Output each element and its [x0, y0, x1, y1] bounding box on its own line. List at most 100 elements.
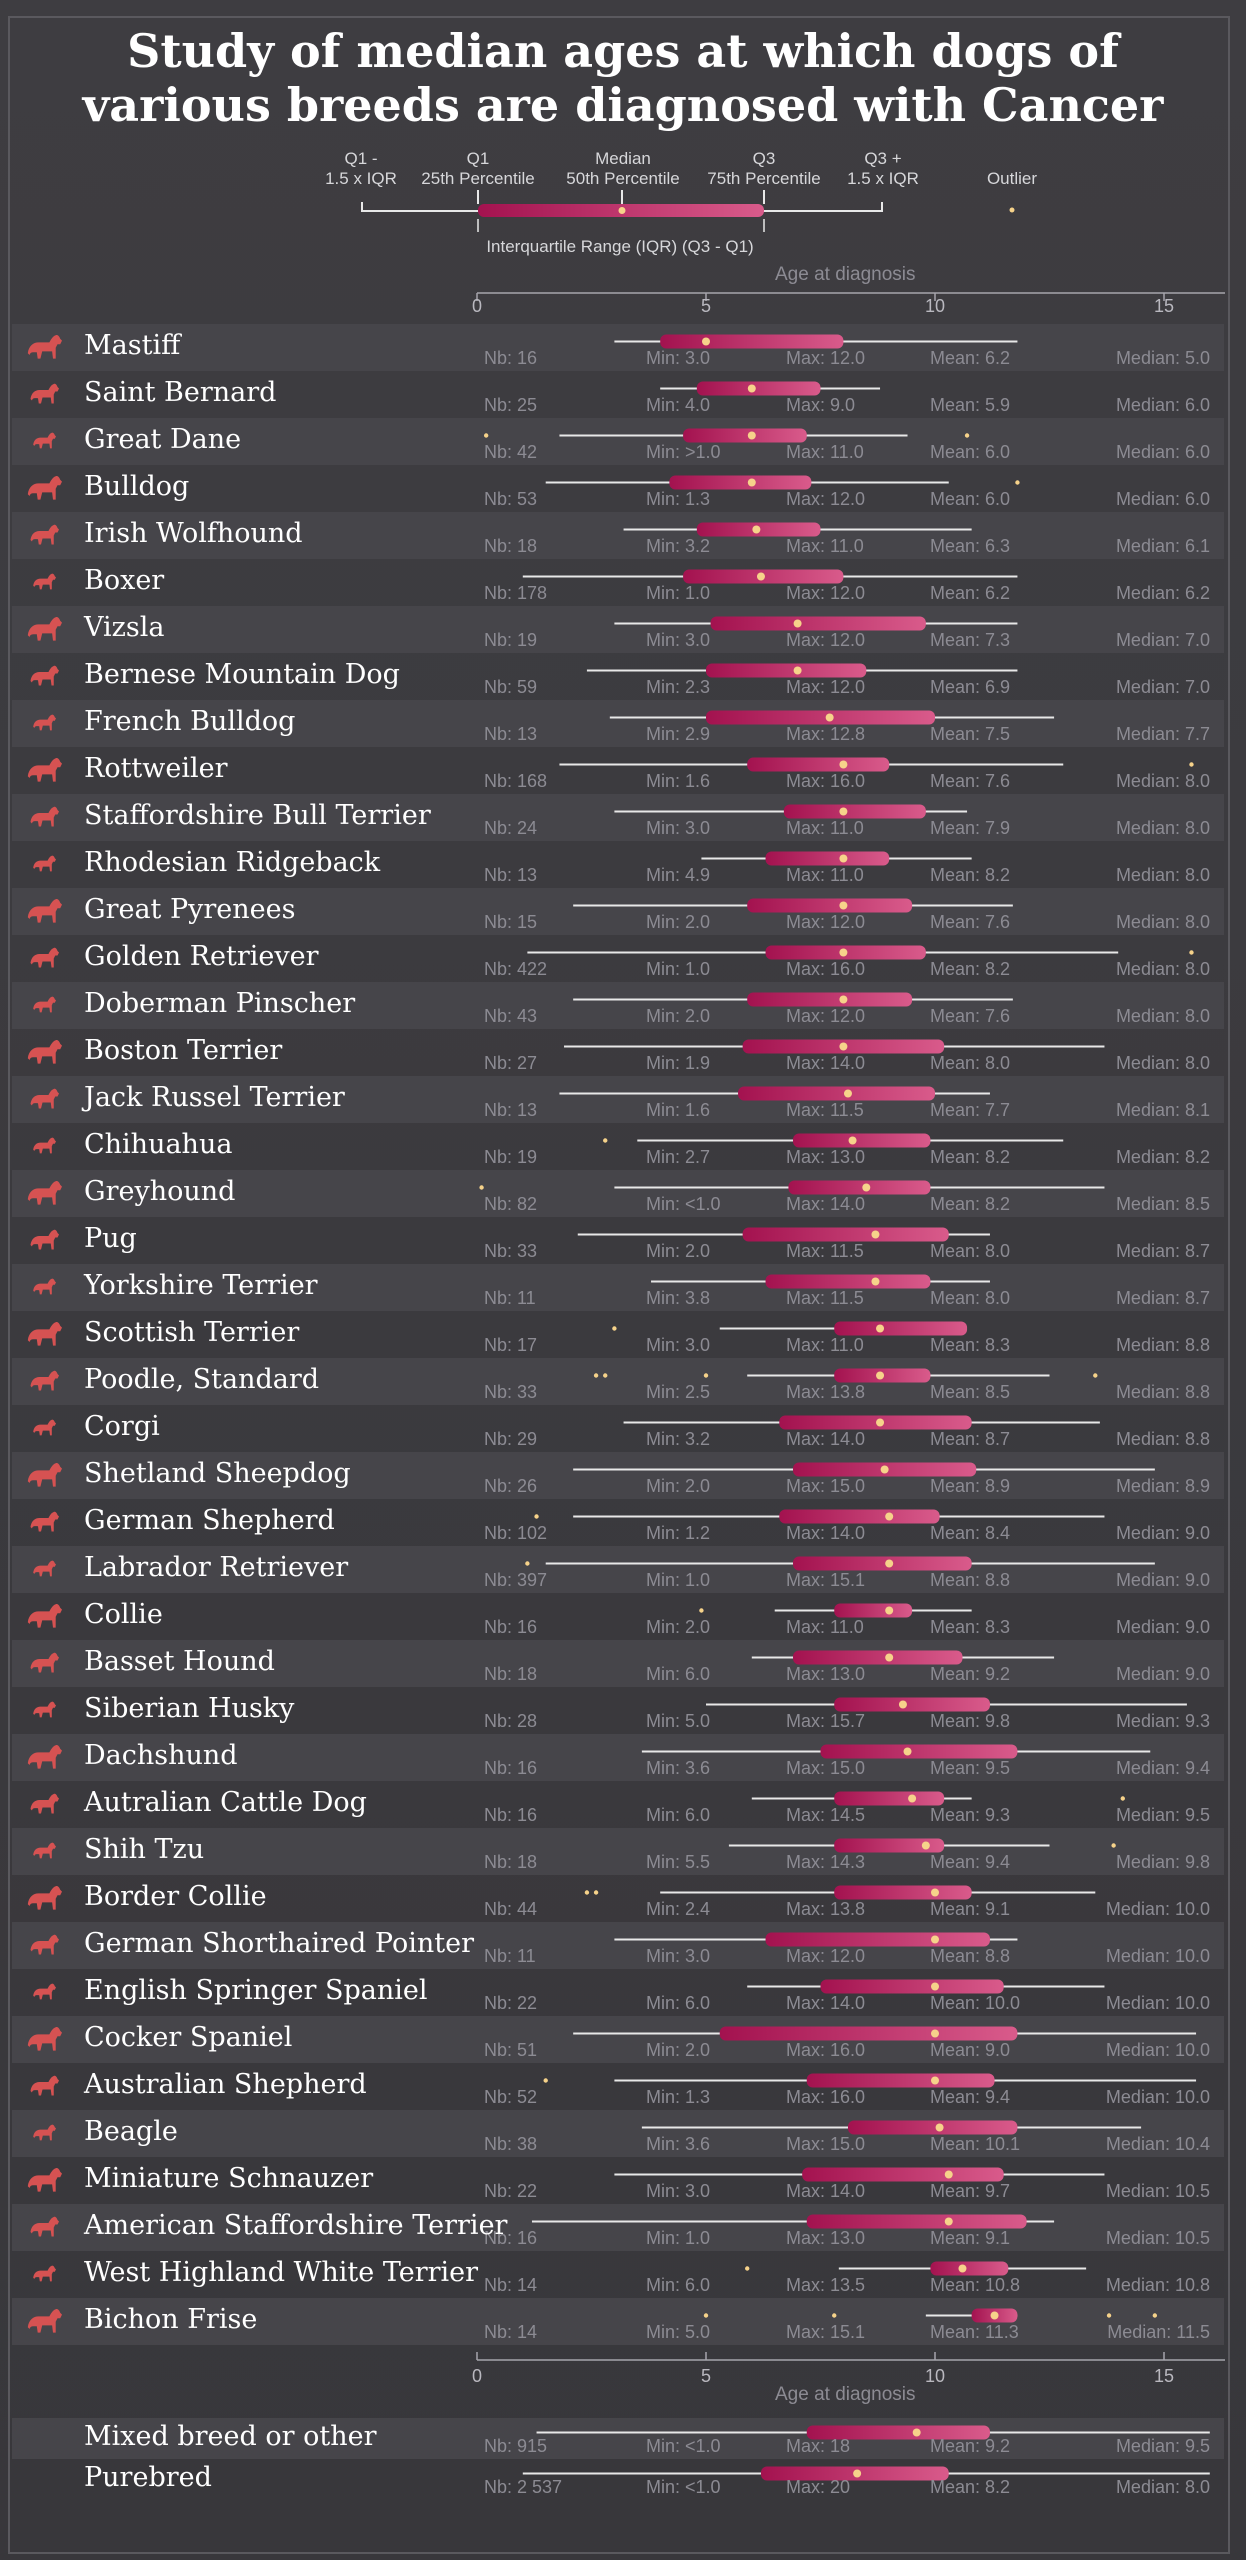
- breed-36-dog-icon-shape: [27, 2026, 62, 2051]
- breed-41-name: West Highland White Terrier: [84, 2257, 479, 2288]
- breed-18-median-label: Median: 8.5: [1115, 1194, 1210, 1214]
- breed-32-dog-icon-shape: [33, 1842, 56, 1859]
- breed-14-max: Max: 12.0: [786, 1006, 866, 1026]
- breed-21-min: Min: 3.0: [646, 1335, 711, 1355]
- breed-0-band: [12, 324, 1224, 371]
- breed-20-mean: Mean: 8.0: [930, 1288, 1011, 1308]
- breed-38-name: Beagle: [84, 2116, 178, 2147]
- breed-28-band: [12, 1640, 1224, 1687]
- breed-22-band: [12, 1358, 1224, 1405]
- breed-39-iqr-box: [802, 2167, 1004, 2182]
- legend-outlier-dot: [1009, 207, 1015, 213]
- breed-23-dog-icon-shape: [33, 1419, 56, 1436]
- breed-25-median-dot: [885, 1512, 894, 1521]
- breed-32-name: Shih Tzu: [84, 1834, 205, 1865]
- breed-27-min: Min: 2.0: [646, 1617, 711, 1637]
- breed-35-dog-icon-shape: [33, 1983, 56, 2000]
- breed-32-min: Min: 5.5: [646, 1852, 711, 1872]
- breed-39-dog-icon: [27, 2167, 62, 2192]
- breed-33-iqr-box: [834, 1885, 972, 1900]
- breed-4-mean: Mean: 6.3: [930, 536, 1011, 556]
- breed-12-max: Max: 12.0: [786, 912, 866, 932]
- breed-21-dog-icon: [27, 1321, 62, 1346]
- breed-32-max: Max: 14.3: [786, 1852, 866, 1872]
- breed-39-max: Max: 14.0: [786, 2181, 866, 2201]
- breed-7-name: Bernese Mountain Dog: [84, 659, 400, 690]
- breed-20-median-dot: [871, 1277, 880, 1286]
- breed-17-median-dot: [848, 1136, 857, 1145]
- summary-1-median-label: Median: 8.0: [1115, 2477, 1210, 2497]
- legend-q3-line2: 75th Percentile: [707, 169, 821, 188]
- summary-0-mean: Mean: 9.2: [930, 2436, 1011, 2456]
- breed-25-dog-icon: [30, 1511, 59, 1532]
- breed-38-min: Min: 3.6: [646, 2134, 711, 2154]
- breed-13-min: Min: 1.0: [646, 959, 711, 979]
- breed-12-min: Min: 2.0: [646, 912, 711, 932]
- breed-16-dog-icon-shape: [30, 1088, 59, 1109]
- breed-3-iqr-box: [669, 475, 812, 490]
- breed-11-dog-icon: [33, 855, 56, 872]
- breed-11-mean: Mean: 8.2: [930, 865, 1011, 885]
- breed-37-median-label: Median: 10.0: [1105, 2087, 1210, 2107]
- breed-42-outlier-1: [832, 2313, 837, 2318]
- breed-21-mean: Mean: 8.3: [930, 1335, 1011, 1355]
- breed-34-iqr-box: [765, 1932, 990, 1947]
- breed-0-max: Max: 12.0: [786, 348, 866, 368]
- breed-4-median-dot: [752, 525, 761, 534]
- breed-27-nb: Nb: 16: [484, 1617, 538, 1637]
- breed-38-band: [12, 2110, 1224, 2157]
- breed-2-outlier-0: [483, 433, 489, 438]
- axis-title-bottom: Age at diagnosis: [775, 2384, 916, 2405]
- breed-27-iqr-box: [834, 1603, 913, 1618]
- breed-23-min: Min: 3.2: [646, 1429, 711, 1449]
- breed-21-iqr-box: [834, 1321, 968, 1336]
- breed-3-mean: Mean: 6.0: [930, 489, 1011, 509]
- breed-19-dog-icon: [30, 1229, 59, 1250]
- breed-10-iqr-box: [783, 804, 926, 819]
- breed-15-mean: Mean: 8.0: [930, 1053, 1011, 1073]
- breed-4-min: Min: 3.2: [646, 536, 711, 556]
- breed-10-band: [12, 794, 1224, 841]
- breed-31-outlier-0: [1120, 1796, 1125, 1801]
- breed-26-iqr-box: [793, 1556, 972, 1571]
- breed-21-median-dot: [876, 1324, 885, 1333]
- breed-18-iqr-box: [788, 1180, 931, 1195]
- breed-29-dog-icon: [33, 1701, 56, 1718]
- breed-31-nb: Nb: 16: [484, 1805, 538, 1825]
- legend-q1-iqr-line1: Q1 -: [344, 149, 378, 168]
- breed-33-max: Max: 13.8: [786, 1899, 866, 1919]
- chart-title-line-1: Study of median ages at which dogs of: [127, 24, 1119, 78]
- axis-tick-label-bottom-0: 0: [471, 2366, 483, 2386]
- legend-q3-iqr-line2: 1.5 x IQR: [847, 169, 919, 188]
- breed-13-dog-icon: [30, 947, 59, 968]
- breed-35-iqr-box: [820, 1979, 1004, 1994]
- summary-1-mean: Mean: 8.2: [930, 2477, 1011, 2497]
- breed-41-iqr-box: [930, 2261, 1009, 2276]
- breed-19-iqr-box: [742, 1227, 949, 1242]
- breed-24-name: Shetland Sheepdog: [84, 1458, 351, 1489]
- breed-29-dog-icon-shape: [33, 1701, 56, 1718]
- breed-26-median-label: Median: 9.0: [1115, 1570, 1210, 1590]
- breed-30-name: Dachshund: [84, 1740, 238, 1771]
- breed-9-mean: Mean: 7.6: [930, 771, 1011, 791]
- breed-3-outlier-0: [1015, 480, 1020, 485]
- breed-32-dog-icon: [33, 1842, 56, 1859]
- breed-22-median-dot: [876, 1371, 885, 1380]
- breed-35-mean: Mean: 10.0: [930, 1993, 1021, 2013]
- breed-11-iqr-box: [765, 851, 890, 866]
- breed-9-median-label: Median: 8.0: [1115, 771, 1210, 791]
- summary-1-min: Min: <1.0: [646, 2477, 721, 2497]
- breed-8-dog-icon: [33, 714, 56, 731]
- breed-2-dog-icon: [33, 432, 56, 449]
- breed-22-nb: Nb: 33: [484, 1382, 538, 1402]
- breed-16-nb: Nb: 13: [484, 1100, 538, 1120]
- summary-0-median-label: Median: 9.5: [1115, 2436, 1210, 2456]
- breed-26-outlier-0: [525, 1561, 530, 1566]
- breed-40-iqr-box: [806, 2214, 1027, 2229]
- breed-41-outlier-0: [745, 2266, 750, 2271]
- breed-3-median-label: Median: 6.0: [1115, 489, 1210, 509]
- breed-32-median-dot: [921, 1841, 930, 1850]
- breed-27-outlier-0: [699, 1608, 704, 1613]
- breed-20-dog-icon: [33, 1278, 56, 1295]
- breed-29-name: Siberian Husky: [84, 1693, 295, 1724]
